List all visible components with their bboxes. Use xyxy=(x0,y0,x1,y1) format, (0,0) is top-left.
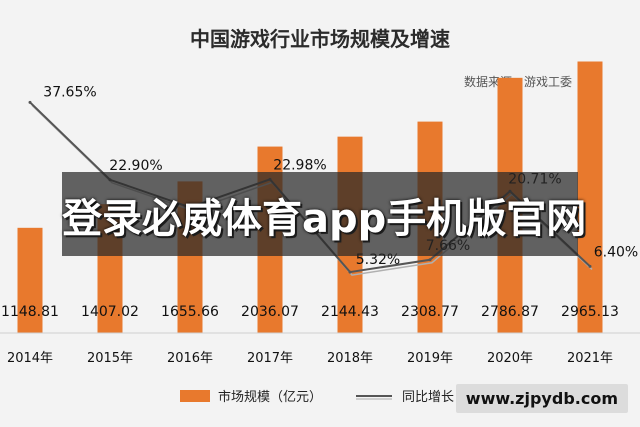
bar-2021年 xyxy=(577,61,603,334)
chart-title: 中国游戏行业市场规模及增速 xyxy=(190,27,450,51)
bar-value-label: 2144.43 xyxy=(321,304,379,320)
x-tick-label: 2015年 xyxy=(87,351,133,366)
growth-value-label: 22.98% xyxy=(273,157,326,173)
bar-value-label: 2036.07 xyxy=(241,304,299,320)
growth-value-label: 6.40% xyxy=(594,244,638,260)
growth-value-label: 37.65% xyxy=(43,84,96,100)
x-tick-label: 2014年 xyxy=(7,351,53,366)
legend-line-label: 同比增长 xyxy=(402,390,454,405)
bar-2014年 xyxy=(17,227,43,333)
site-watermark: www.zjpydb.com xyxy=(455,384,628,413)
growth-point-2018年 xyxy=(348,270,352,274)
x-tick-label: 2016年 xyxy=(167,351,213,366)
bar-value-label: 1655.66 xyxy=(161,304,219,320)
growth-point-2014年 xyxy=(28,100,32,104)
bar-value-label: 2965.13 xyxy=(561,304,619,320)
growth-point-2019年 xyxy=(428,258,432,262)
legend: 市场规模（亿元） 同比增长 xyxy=(180,389,454,405)
promo-banner[interactable]: 登录必威体育app手机版官网 xyxy=(62,172,587,256)
x-tick-label: 2018年 xyxy=(327,351,373,366)
x-tick-label: 2017年 xyxy=(247,351,293,366)
x-tick-label: 2020年 xyxy=(487,351,533,366)
legend-bar-label: 市场规模（亿元） xyxy=(218,389,322,405)
bar-value-label: 1148.81 xyxy=(1,304,59,320)
bar-value-label: 2786.87 xyxy=(481,304,539,320)
bar-value-label: 2308.77 xyxy=(401,304,459,320)
bar-value-labels: 1148.81 1407.02 1655.66 2036.07 2144.43 2308.… xyxy=(1,304,619,320)
bar-value-label: 1407.02 xyxy=(81,304,139,320)
x-axis-tick-labels: 2014年 2015年 2016年 2017年 2018年 2019年 2020年 2021年 xyxy=(7,351,613,366)
growth-value-label: 5.32% xyxy=(356,252,400,268)
x-tick-label: 2019年 xyxy=(407,351,453,366)
legend-bar-swatch xyxy=(180,390,210,402)
x-tick-label: 2021年 xyxy=(567,351,613,366)
growth-value-label: 22.90% xyxy=(109,158,162,174)
promo-banner-text: 登录必威体育app手机版官网 xyxy=(62,196,587,242)
growth-point-2021年 xyxy=(588,264,592,268)
